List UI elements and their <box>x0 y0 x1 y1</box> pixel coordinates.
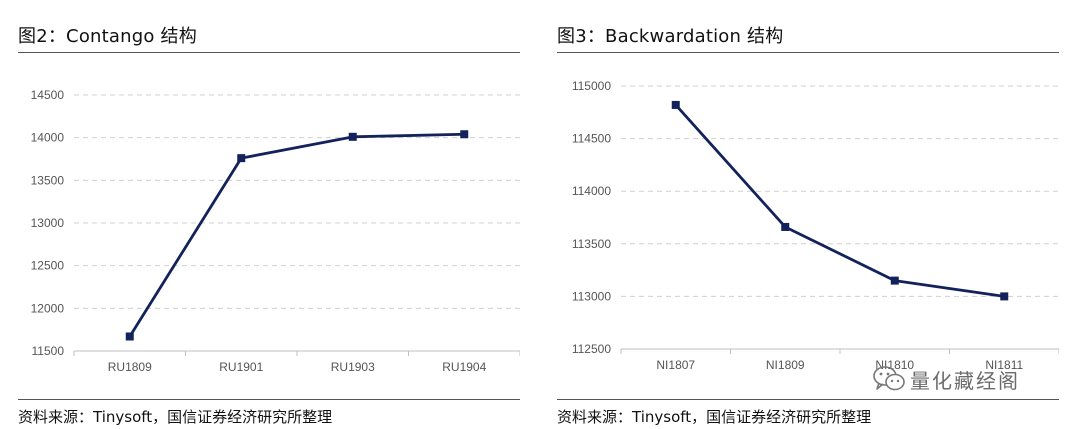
y-tick-label: 113000 <box>572 289 611 303</box>
x-tick-label: RU1901 <box>219 360 263 374</box>
x-tick-label: NI1811 <box>985 358 1023 372</box>
watermark: 量化藏经阁 <box>872 362 1020 396</box>
y-tick-label: 114500 <box>572 132 611 146</box>
data-point <box>237 154 246 163</box>
source-note: 资料来源：Tinysoft，国信证券经济研究所整理 <box>557 408 872 426</box>
title-divider <box>557 52 1059 53</box>
data-point <box>671 100 680 109</box>
y-tick-label: 115000 <box>572 79 611 93</box>
y-tick-label: 114000 <box>572 184 611 198</box>
source-note: 资料来源：Tinysoft，国信证券经济研究所整理 <box>18 408 333 426</box>
x-tick-label: NI1809 <box>766 358 805 372</box>
y-tick-label: 12000 <box>31 301 65 315</box>
title-divider <box>18 52 520 53</box>
source-divider <box>557 399 1059 400</box>
y-tick-label: 112500 <box>572 342 611 356</box>
backwardation-chart: 112500 113000 113500 114000 114500 115000 NI18… <box>572 79 1059 372</box>
series-line <box>128 132 465 338</box>
source-divider <box>18 399 520 400</box>
data-point <box>125 332 134 341</box>
data-point <box>348 132 357 141</box>
chart-title: 图2：Contango 结构 <box>18 26 197 47</box>
data-point <box>460 130 469 139</box>
data-point <box>781 222 790 231</box>
y-tick-label: 11500 <box>32 344 65 358</box>
x-tick-label: RU1903 <box>331 360 375 374</box>
chart-title: 图3：Backwardation 结构 <box>557 26 784 47</box>
x-tick-label: NI1810 <box>875 358 914 372</box>
y-tick-label: 13500 <box>31 173 65 187</box>
data-point <box>890 276 899 285</box>
wechat-icon <box>873 366 905 391</box>
x-tick-label: NI1807 <box>656 358 695 372</box>
x-tick-label: RU1809 <box>108 360 152 374</box>
x-tick-label: RU1904 <box>442 360 486 374</box>
watermark-text: 量化藏经阁 <box>910 368 1020 393</box>
chart-panel-backwardation: 图3：Backwardation 结构 112500 113000 113500 11… <box>557 0 1059 429</box>
y-tick-label: 13000 <box>31 216 65 230</box>
y-tick-label: 113500 <box>572 237 611 251</box>
y-tick-label: 14500 <box>31 88 65 102</box>
contango-chart: 11500 12000 12500 13000 13500 14000 14500 RU180… <box>31 88 520 374</box>
data-point <box>1000 292 1009 301</box>
y-tick-label: 12500 <box>31 259 65 273</box>
y-tick-label: 14000 <box>31 131 65 145</box>
chart-panel-contango: 图2：Contango 结构 11500 12000 12500 13000 13500… <box>18 0 520 429</box>
series-line <box>674 104 1005 298</box>
